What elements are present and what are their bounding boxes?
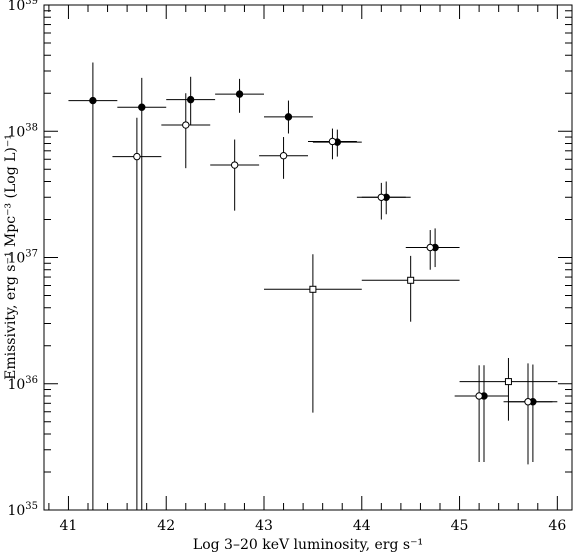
data-point: [524, 398, 532, 406]
y-tick-base: 10: [7, 124, 25, 140]
data-point: [377, 193, 386, 201]
series-open-square: [264, 254, 558, 421]
y-tick-exponent: 39: [25, 0, 38, 7]
x-tick-label: 41: [60, 518, 78, 534]
x-tick-label: 46: [548, 518, 566, 534]
y-axis-title: Emissivity, erg s⁻¹ Mpc⁻³ (Log L)⁻¹: [3, 134, 19, 380]
y-tick-base: 10: [7, 251, 25, 267]
data-point: [426, 243, 434, 252]
y-tick-label: 1037: [7, 249, 38, 267]
data-point: [138, 103, 146, 111]
data-point: [235, 90, 244, 98]
data-point: [475, 392, 483, 400]
plot-frame: [43, 4, 573, 511]
y-tick-label: 1036: [7, 375, 38, 393]
data-point: [186, 95, 195, 104]
data-point: [284, 113, 293, 121]
x-tick-label: 43: [255, 518, 273, 534]
x-axis: 41 42 43 44 45 46: [48, 5, 566, 534]
y-tick-label: 1038: [7, 122, 38, 140]
data-point: [230, 161, 239, 169]
x-tick-label: 44: [353, 518, 371, 534]
data-point: [89, 96, 97, 105]
series-open-circle: [112, 93, 553, 510]
y-tick-base: 10: [7, 503, 25, 519]
data-point: [279, 152, 288, 160]
data-point: [328, 137, 337, 146]
data-series: [68, 62, 558, 510]
data-point: [309, 285, 317, 293]
x-axis-title: Log 3–20 keV luminosity, erg s⁻¹: [193, 537, 423, 553]
y-tick-exponent: 36: [25, 375, 38, 386]
data-point: [182, 121, 190, 129]
data-point: [504, 378, 512, 386]
x-tick-label: 42: [157, 518, 175, 534]
y-tick-label: 1035: [7, 501, 38, 519]
data-point: [133, 152, 141, 161]
y-tick-exponent: 38: [25, 122, 38, 133]
y-tick-base: 10: [7, 377, 25, 393]
y-tick-label: 1039: [7, 0, 38, 14]
y-tick-exponent: 35: [25, 501, 38, 512]
y-tick-exponent: 37: [25, 249, 38, 260]
data-point: [407, 276, 415, 284]
x-tick-label: 45: [451, 518, 469, 534]
y-tick-base: 10: [7, 0, 25, 14]
